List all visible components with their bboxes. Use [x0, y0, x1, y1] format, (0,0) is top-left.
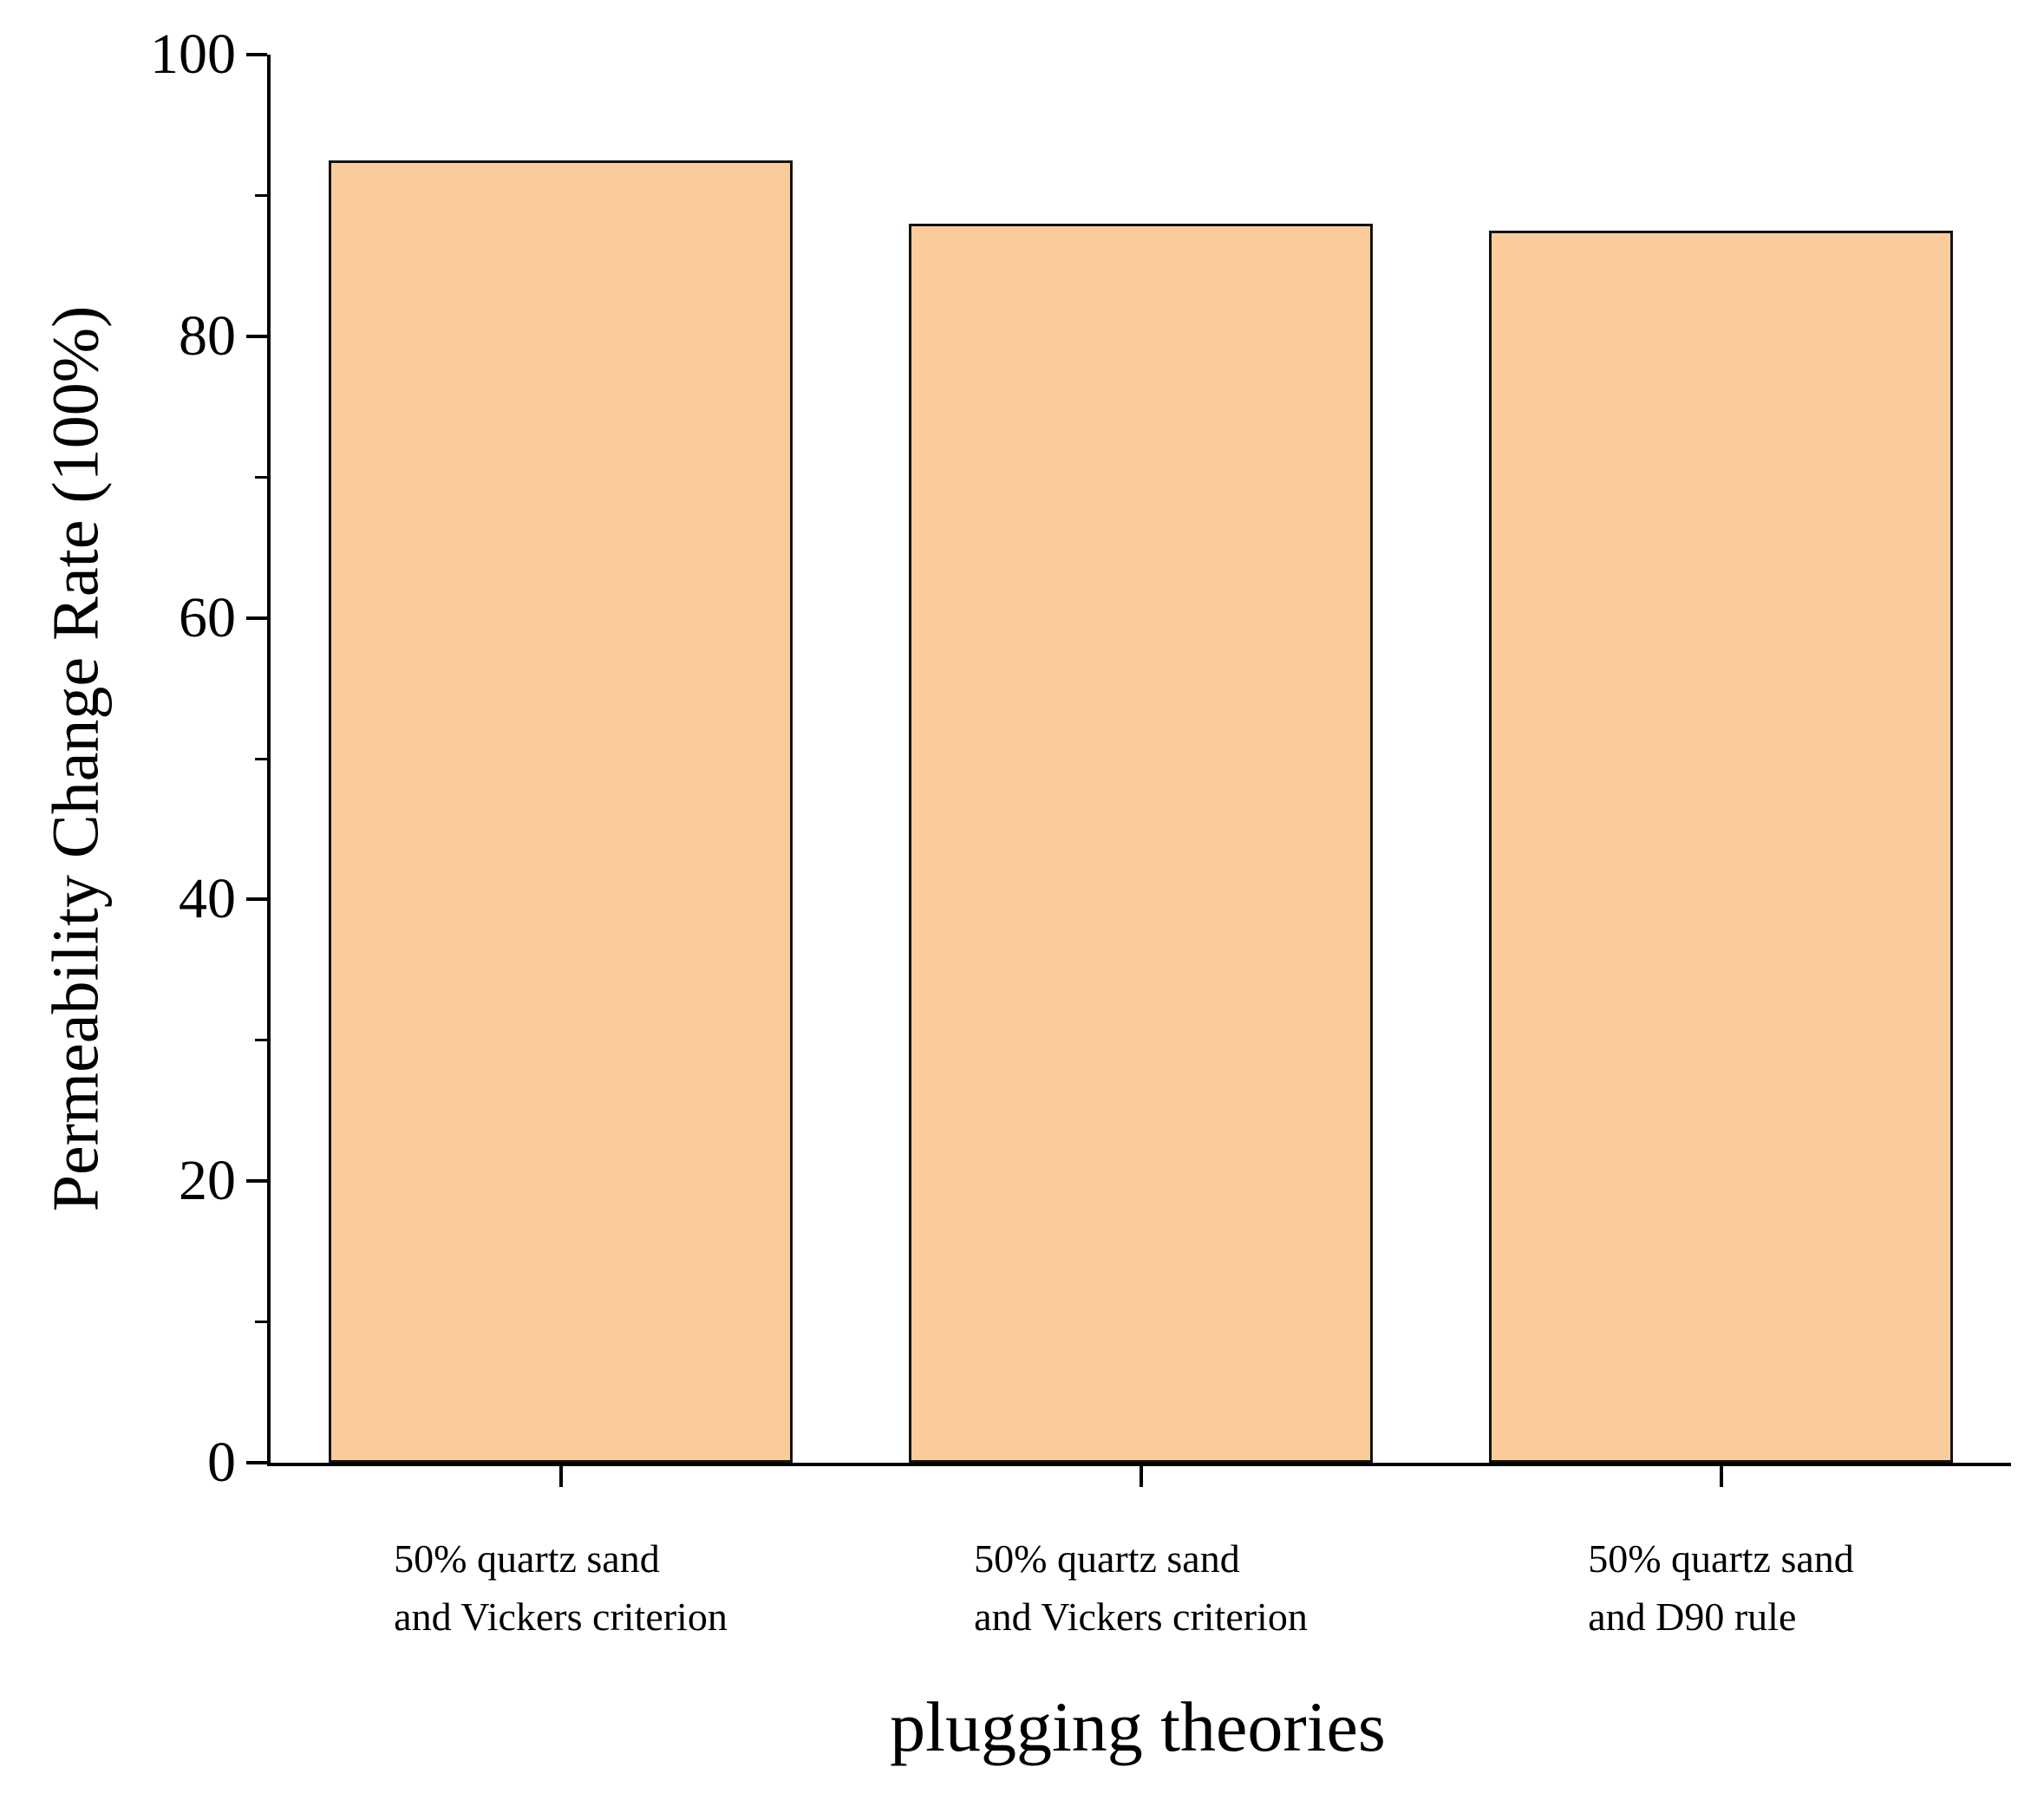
y-axis-major-tick [246, 1461, 267, 1464]
y-axis-major-tick [246, 616, 267, 620]
y-axis-major-tick [246, 334, 267, 338]
x-axis-title: plugging theories [890, 1687, 1386, 1766]
y-axis-tick-label: 0 [207, 1431, 236, 1494]
x-axis-tick-label: 50% quartz sand and Vickers criterion [394, 1536, 728, 1639]
y-axis-minor-tick [255, 757, 267, 760]
y-axis-major-tick [246, 1179, 267, 1184]
bar [1488, 231, 1954, 1463]
y-axis-tick-label: 80 [179, 303, 236, 368]
y-axis-major-tick [246, 897, 267, 902]
y-axis-major-tick [246, 53, 267, 56]
y-axis-tick-label: 60 [179, 585, 236, 649]
y-axis-tick-label: 40 [179, 867, 236, 931]
y-axis-minor-tick [255, 475, 267, 479]
x-axis-tick [1719, 1466, 1723, 1487]
x-axis-tick [1139, 1466, 1143, 1487]
x-axis-tick-label: 50% quartz sand and D90 rule [1588, 1536, 1854, 1639]
y-axis-minor-tick [255, 1321, 267, 1324]
y-axis-minor-tick [255, 1039, 267, 1042]
bar [328, 160, 793, 1463]
y-axis-minor-tick [255, 193, 267, 197]
x-axis-tick-label: 50% quartz sand and Vickers criterion [974, 1536, 1308, 1639]
y-axis-tick-label: 100 [150, 23, 236, 86]
y-axis-tick-label: 20 [179, 1149, 236, 1213]
x-axis-tick [558, 1466, 563, 1487]
bar [908, 223, 1374, 1463]
plot-area [267, 55, 2011, 1466]
y-axis-title: Permeability Change Rate (100%) [39, 305, 113, 1212]
